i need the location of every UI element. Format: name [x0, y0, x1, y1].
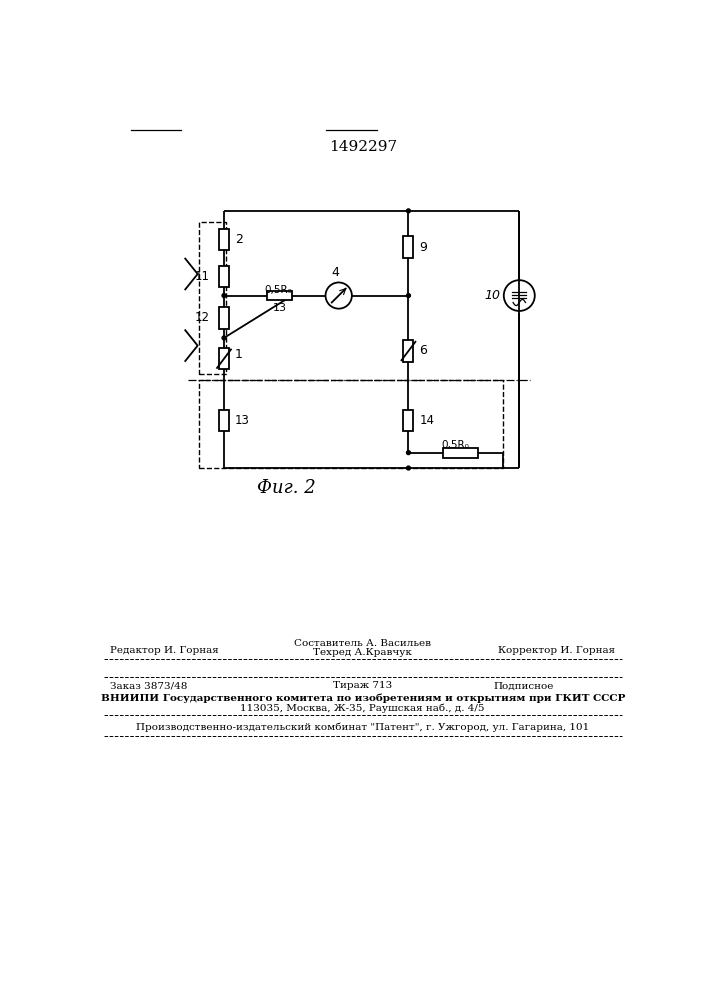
Text: Тираж 713: Тираж 713	[333, 681, 392, 690]
Circle shape	[407, 209, 410, 213]
Text: 6: 6	[419, 344, 427, 358]
Text: Корректор И. Горная: Корректор И. Горная	[498, 646, 615, 655]
Bar	[219, 229, 229, 250]
Text: Составитель А. Васильев: Составитель А. Васильев	[294, 639, 431, 648]
Text: 0,5R₀: 0,5R₀	[441, 440, 469, 450]
Text: Заказ 3873/48: Заказ 3873/48	[110, 681, 187, 690]
Bar	[404, 410, 414, 431]
Text: ВНИИПИ Государственного комитета по изобретениям и открытиям при ГКИТ СССР: ВНИИПИ Государственного комитета по изоб…	[100, 694, 625, 703]
Bar	[219, 266, 229, 287]
Text: 4: 4	[331, 266, 339, 279]
Circle shape	[407, 294, 410, 297]
Circle shape	[407, 466, 410, 470]
Bar	[267, 291, 292, 300]
Text: 1: 1	[235, 348, 243, 361]
Circle shape	[407, 451, 410, 455]
Text: 10: 10	[485, 289, 501, 302]
Text: 13: 13	[235, 414, 250, 427]
Text: Подписное: Подписное	[493, 681, 554, 690]
Bar	[199, 380, 503, 468]
Circle shape	[222, 336, 226, 340]
Text: Редактор И. Горная: Редактор И. Горная	[110, 646, 219, 655]
Bar	[443, 448, 478, 458]
Text: 113035, Москва, Ж-35, Раушская наб., д. 4/5: 113035, Москва, Ж-35, Раушская наб., д. …	[240, 704, 485, 713]
Bar	[404, 236, 414, 258]
Text: 11: 11	[195, 270, 210, 283]
Text: Производственно-издательский комбинат "Патент", г. Ужгород, ул. Гагарина, 101: Производственно-издательский комбинат "П…	[136, 722, 590, 732]
Text: 14: 14	[419, 414, 434, 427]
Text: Фиг. 2: Фиг. 2	[257, 479, 316, 497]
Text: 13: 13	[273, 303, 287, 313]
Bar	[199, 222, 226, 374]
Bar	[219, 348, 229, 369]
Text: 1492297: 1492297	[329, 140, 397, 154]
Bar	[219, 410, 229, 431]
Text: 2: 2	[235, 233, 243, 246]
Text: 0,5R₀: 0,5R₀	[264, 285, 292, 295]
Bar	[219, 307, 229, 329]
Text: 9: 9	[419, 241, 427, 254]
Circle shape	[222, 294, 226, 297]
Text: Техред А.Кравчук: Техред А.Кравчук	[313, 648, 412, 657]
Bar	[404, 340, 414, 362]
Text: 12: 12	[195, 311, 210, 324]
